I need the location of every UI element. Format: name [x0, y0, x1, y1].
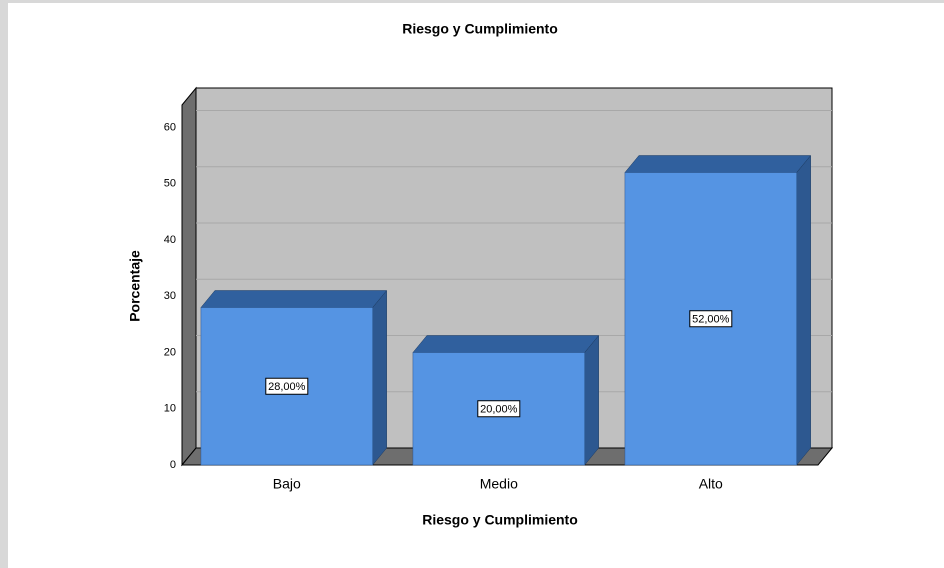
value-label-box — [265, 377, 309, 395]
x-tick-label: Medio — [480, 476, 518, 492]
y-tick-label: 10 — [164, 403, 176, 415]
y-tick-label: 50 — [164, 178, 176, 190]
y-tick-label: 0 — [170, 459, 176, 471]
value-label: 28,00% — [268, 381, 306, 393]
y-axis-label: Porcentaje — [127, 250, 143, 322]
y-tick-label: 60 — [164, 121, 176, 133]
x-tick-label: Bajo — [273, 476, 301, 492]
bar-side — [584, 334, 599, 466]
chart-title: Riesgo y Cumplimiento — [402, 21, 558, 37]
x-axis-label: Riesgo y Cumplimiento — [422, 512, 578, 528]
bar-side — [372, 289, 387, 466]
value-label-box — [689, 310, 733, 328]
frame-top — [0, 0, 944, 3]
value-label: 52,00% — [692, 314, 730, 326]
bar-top — [624, 155, 812, 173]
x-tick-label: Alto — [699, 476, 723, 492]
y-tick-label: 20 — [164, 346, 176, 358]
y-tick-label: 30 — [164, 290, 176, 302]
bar-top — [412, 335, 600, 353]
value-label: 20,00% — [480, 404, 518, 416]
y-tick-label: 40 — [164, 234, 176, 246]
left-wall — [181, 86, 197, 467]
frame-left — [0, 0, 8, 568]
bar-side — [796, 154, 811, 466]
bar-top — [200, 290, 388, 308]
value-label-box — [477, 400, 521, 418]
